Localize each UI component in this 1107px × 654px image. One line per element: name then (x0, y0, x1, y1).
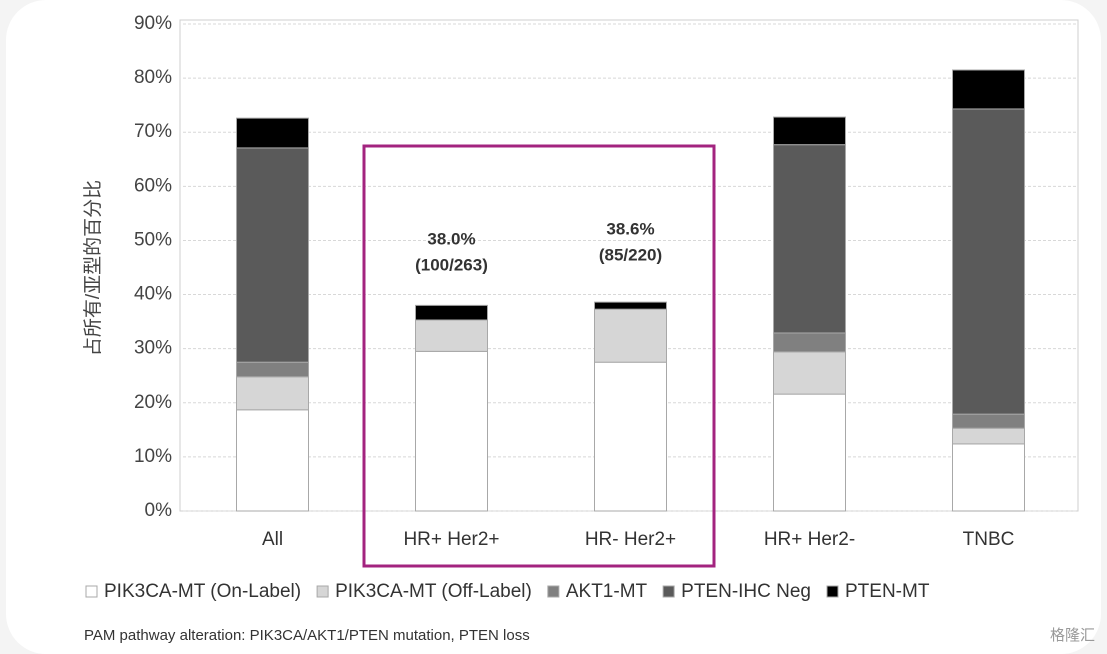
legend-label: AKT1-MT (566, 581, 648, 602)
bar-segment (773, 144, 846, 334)
x-tick-label: All (262, 529, 283, 550)
bar-segment (952, 69, 1025, 110)
bar-segment (415, 304, 488, 321)
panel (6, 0, 1101, 654)
bar-segment (594, 361, 667, 512)
y-tick-label: 0% (145, 500, 173, 521)
y-tick-label: 40% (134, 284, 172, 305)
y-axis-title: 占所有/亚型的百分比 (82, 180, 104, 356)
bar-segment (594, 308, 667, 363)
x-tick-label: TNBC (963, 529, 1015, 550)
annotation: (85/220) (599, 245, 662, 264)
legend-label: PIK3CA-MT (On-Label) (104, 581, 301, 602)
bar-segment (952, 413, 1025, 429)
bar-segment (594, 301, 667, 310)
y-tick-label: 70% (134, 121, 172, 142)
bar-segment (415, 350, 488, 512)
highlight-box (362, 144, 716, 568)
y-tick-label: 10% (134, 446, 172, 467)
bar-segment (236, 376, 309, 411)
bar-segment (952, 108, 1025, 415)
bar-segment (415, 319, 488, 352)
x-tick-label: HR+ Her2- (764, 529, 855, 550)
bar-segment (952, 427, 1025, 445)
legend-label: PTEN-MT (845, 581, 930, 602)
bar-segment (773, 116, 846, 146)
legend-swatch (547, 585, 560, 598)
legend-swatch (662, 585, 675, 598)
bar-segment (773, 332, 846, 353)
watermark: 格隆汇 (1050, 627, 1095, 644)
y-tick-label: 30% (134, 338, 172, 359)
legend-label: PIK3CA-MT (Off-Label) (335, 581, 532, 602)
footnote: PAM pathway alteration: PIK3CA/AKT1/PTEN… (84, 627, 530, 644)
legend-swatch (316, 585, 329, 598)
y-tick-label: 90% (134, 13, 172, 34)
bar-segment (952, 443, 1025, 512)
y-tick-label: 50% (134, 229, 172, 250)
annotation: (100/263) (415, 255, 488, 274)
x-tick-label: HR+ Her2+ (403, 529, 499, 550)
bar-segment (236, 361, 309, 378)
bar-segment (236, 409, 309, 512)
x-tick-label: HR- Her2+ (585, 529, 676, 550)
y-tick-label: 60% (134, 175, 172, 196)
bar-segment (236, 117, 309, 149)
bar-segment (773, 351, 846, 395)
legend-swatch (85, 585, 98, 598)
y-tick-label: 20% (134, 392, 172, 413)
y-tick-label: 80% (134, 67, 172, 88)
legend-label: PTEN-IHC Neg (681, 581, 811, 602)
annotation: 38.6% (606, 219, 654, 238)
legend-swatch (826, 585, 839, 598)
annotation: 38.0% (427, 229, 475, 248)
bar-segment (236, 147, 309, 363)
bar-segment (773, 393, 846, 512)
